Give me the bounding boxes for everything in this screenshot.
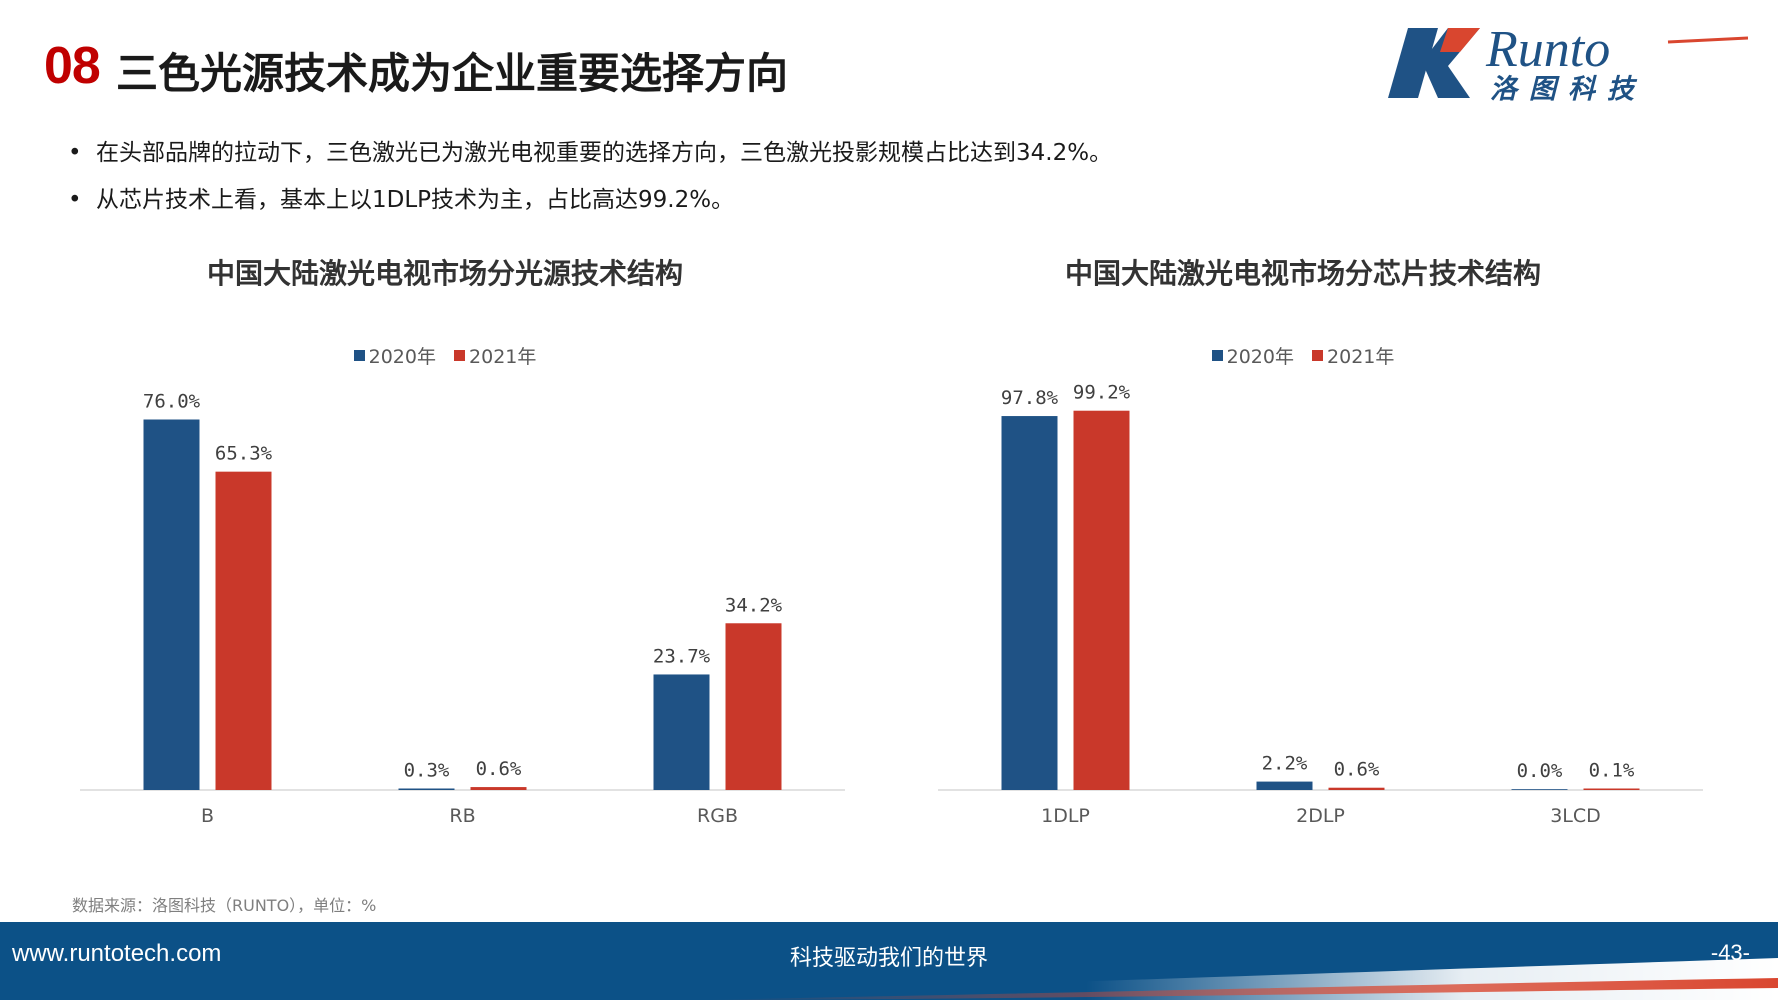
category-label: 3LCD — [1550, 805, 1601, 827]
chart-light-source: 中国大陆激光电视市场分光源技术结构 2020年 2021年 76.0% 65.3%… — [45, 252, 845, 842]
legend-item-2021: 2021年 — [454, 342, 536, 369]
category-label: RB — [449, 805, 475, 827]
legend-swatch — [353, 350, 365, 361]
category-label: 1DLP — [1041, 805, 1090, 827]
data-label: 23.7% — [653, 645, 711, 667]
data-label: 0.6% — [1334, 759, 1380, 781]
legend-swatch — [1312, 350, 1324, 361]
summary-bullets: 在头部品牌的拉动下，三色激光已为激光电视重要的选择方向，三色激光投影规模占比达到… — [68, 130, 1112, 224]
data-label: 0.6% — [476, 758, 522, 780]
legend-item-2021: 2021年 — [1312, 342, 1394, 369]
legend-label: 2021年 — [469, 346, 537, 368]
bar-rb-2021 — [470, 787, 527, 790]
page-number: -43- — [1710, 940, 1750, 965]
footer-bar: www.runtotech.com 科技驱动我们的世界 -43- — [0, 922, 1778, 1000]
chart-plot: 76.0% 65.3% B 0.3% 0.6% RB 23.7% 34.2% RGB — [80, 391, 845, 827]
data-label: 0.3% — [404, 760, 450, 782]
legend-label: 2020年 — [368, 346, 436, 368]
chart-chip-technology: 中国大陆激光电视市场分芯片技术结构 2020年 2021年 97.8% 99.2%… — [903, 252, 1703, 842]
logo-brand: Runto — [1485, 22, 1610, 78]
bar-b-2020 — [143, 419, 200, 790]
chart-plot: 97.8% 99.2% 1DLP 2.2% 0.6% 2DLP 0.0% 0.1% 3LCD — [938, 382, 1703, 827]
legend-label: 2020年 — [1226, 346, 1294, 368]
bullet-item: 从芯片技术上看，基本上以1DLP技术为主，占比高达99.2%。 — [68, 177, 1112, 224]
logo-subtitle: 洛图科技 — [1490, 74, 1646, 105]
data-label: 0.1% — [1589, 760, 1635, 782]
bar-rb-2020 — [398, 788, 455, 790]
legend-swatch — [454, 350, 466, 361]
data-label: 97.8% — [1001, 387, 1059, 409]
bar-rgb-2020 — [653, 674, 710, 790]
category-label: RGB — [697, 805, 738, 827]
runto-logo: Runto 洛图科技 — [1388, 22, 1748, 105]
bar-3lcd-2020 — [1511, 789, 1568, 790]
header: 08 三色光源技术成为企业重要选择方向 Runto 洛图科技 — [0, 0, 1778, 112]
bar-rgb-2021 — [725, 623, 782, 790]
bullet-item: 在头部品牌的拉动下，三色激光已为激光电视重要的选择方向，三色激光投影规模占比达到… — [68, 130, 1112, 177]
data-label: 0.0% — [1517, 760, 1563, 782]
footer-background — [0, 922, 1778, 1000]
section-number: 08 — [44, 37, 101, 95]
legend-swatch — [1211, 350, 1223, 361]
data-source-note: 数据来源：洛图科技（RUNTO），单位：% — [72, 896, 377, 915]
legend-item-2020: 2020年 — [1211, 342, 1294, 369]
bar-b-2021 — [215, 471, 272, 790]
chart-title: 中国大陆激光电视市场分光源技术结构 — [206, 257, 683, 290]
legend-label: 2021年 — [1327, 346, 1395, 368]
footer-url: www.runtotech.com — [12, 940, 222, 967]
data-label: 65.3% — [215, 443, 273, 465]
data-label: 34.2% — [725, 594, 783, 616]
page-title: 三色光源技术成为企业重要选择方向 — [116, 49, 789, 98]
legend-item-2020: 2020年 — [353, 342, 436, 369]
chart-legend: 2020年 2021年 — [903, 342, 1703, 369]
bar-3lcd-2021 — [1583, 788, 1640, 790]
data-label: 2.2% — [1262, 753, 1308, 775]
chart-title: 中国大陆激光电视市场分芯片技术结构 — [1064, 257, 1541, 290]
data-label: 76.0% — [143, 391, 201, 413]
footer-slogan: 科技驱动我们的世界 — [789, 946, 988, 971]
bar-2dlp-2020 — [1256, 781, 1313, 790]
bar-2dlp-2021 — [1328, 787, 1385, 790]
category-label: B — [201, 805, 214, 827]
chart-legend: 2020年 2021年 — [45, 342, 845, 369]
category-label: 2DLP — [1296, 805, 1345, 827]
bar-1dlp-2020 — [1001, 416, 1058, 790]
title-divider — [50, 108, 1740, 112]
data-label: 99.2% — [1073, 382, 1131, 404]
bar-1dlp-2021 — [1073, 410, 1130, 790]
